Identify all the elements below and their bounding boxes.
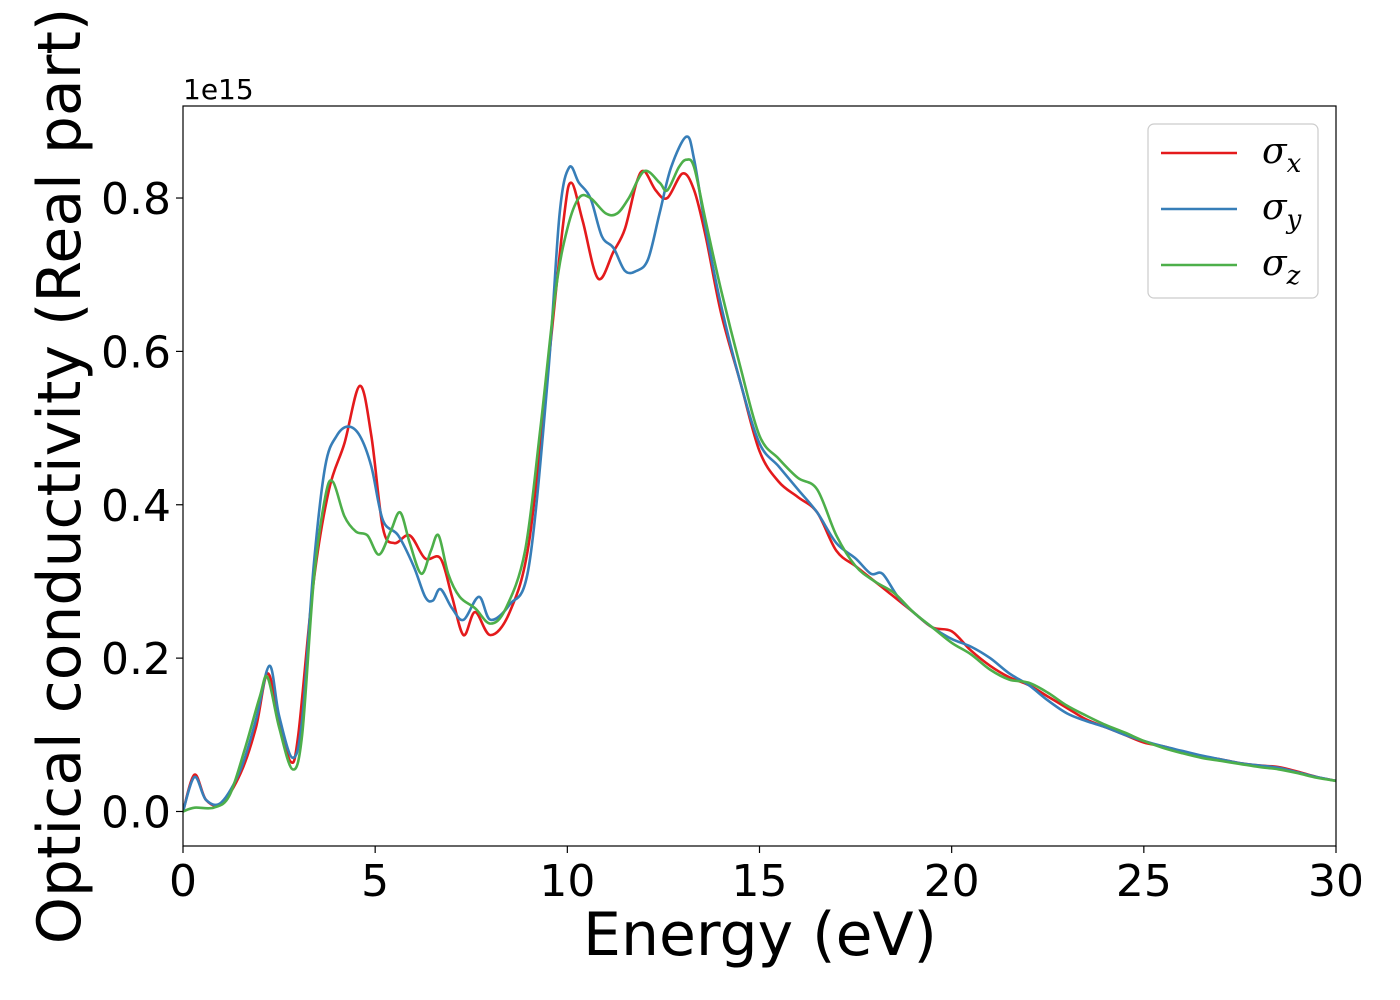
legend: σx σy σz bbox=[1147, 123, 1319, 299]
series-line-y bbox=[183, 135, 1336, 812]
series-line-z bbox=[183, 158, 1336, 813]
y-axis-offset-label: 1e15 bbox=[183, 73, 254, 106]
legend-box bbox=[1147, 123, 1319, 299]
x-tick-label: 30 bbox=[1308, 856, 1364, 907]
y-tick-label: 0.6 bbox=[101, 327, 171, 378]
x-tick-label: 5 bbox=[361, 856, 389, 907]
legend-label-z: σz bbox=[1262, 243, 1301, 291]
legend-label-x: σx bbox=[1262, 131, 1302, 179]
x-axis-title: Energy (eV) bbox=[583, 900, 937, 970]
axis-ticks: 0 5 10 15 20 25 30 0.0 0.2 0.4 0.6 0.8 bbox=[101, 174, 1364, 907]
x-tick-label: 20 bbox=[924, 856, 980, 907]
x-tick-label: 0 bbox=[169, 856, 197, 907]
y-axis-title: Optical conductivity (Real part) bbox=[25, 8, 95, 945]
legend-label-y: σy bbox=[1262, 187, 1302, 235]
y-tick-label: 0.0 bbox=[101, 787, 171, 838]
y-tick-label: 0.4 bbox=[101, 481, 171, 532]
x-tick-label: 25 bbox=[1116, 856, 1172, 907]
x-tick-label: 15 bbox=[732, 856, 788, 907]
y-tick-label: 0.8 bbox=[101, 174, 171, 225]
plot-frame bbox=[182, 105, 1337, 847]
series-lines bbox=[183, 135, 1336, 813]
x-tick-label: 10 bbox=[539, 856, 595, 907]
y-tick-label: 0.2 bbox=[101, 634, 171, 685]
